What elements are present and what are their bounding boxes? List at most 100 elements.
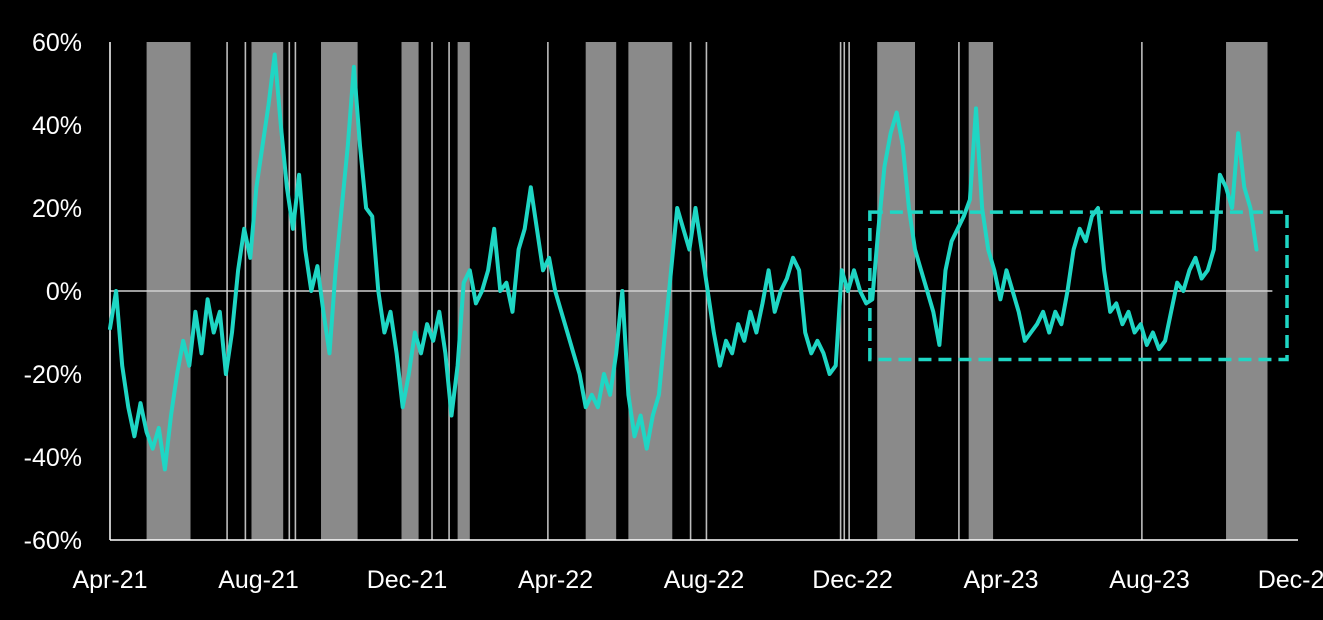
y-tick-label: 60% <box>32 29 82 57</box>
data-point <box>645 447 649 451</box>
data-point <box>370 214 374 218</box>
data-point <box>328 351 332 355</box>
data-point <box>315 264 319 268</box>
data-point <box>724 339 728 343</box>
data-point <box>187 364 191 368</box>
data-point <box>803 331 807 334</box>
data-point <box>809 351 813 355</box>
x-tick-label: Apr-22 <box>518 566 593 594</box>
data-point <box>212 331 216 334</box>
axes <box>109 42 1298 541</box>
data-point <box>937 343 941 347</box>
data-point <box>273 52 277 56</box>
data-point <box>883 165 887 168</box>
data-point <box>346 144 350 148</box>
data-point <box>1004 268 1008 272</box>
data-point <box>730 351 734 355</box>
y-tick-label: -60% <box>24 527 82 555</box>
data-point <box>224 372 228 376</box>
data-point <box>1175 281 1179 285</box>
data-point <box>236 268 240 272</box>
data-point <box>675 206 679 210</box>
x-tick-label: Dec-22 <box>812 566 893 594</box>
data-point <box>126 405 130 409</box>
data-point <box>1126 310 1130 314</box>
data-point <box>401 405 405 409</box>
data-point <box>736 322 740 326</box>
data-point <box>1047 331 1051 334</box>
data-point <box>565 331 569 334</box>
data-point <box>529 185 533 189</box>
data-point <box>523 227 527 231</box>
data-point <box>1084 239 1088 243</box>
data-point <box>279 123 283 127</box>
data-point <box>456 364 460 368</box>
data-point <box>1108 310 1112 314</box>
data-point <box>1206 268 1210 272</box>
y-tick-label: 40% <box>32 112 82 140</box>
x-tick-label: Aug-22 <box>664 566 745 594</box>
y-tick-labels: 60% 40% 20% 0% -20% -40% -60% <box>24 29 82 555</box>
data-point <box>791 256 795 260</box>
data-point <box>340 206 344 210</box>
data-point <box>541 268 545 272</box>
data-point <box>1224 185 1228 189</box>
x-tick-label: Apr-21 <box>72 566 147 594</box>
data-point <box>1041 310 1045 314</box>
data-point <box>858 289 862 293</box>
data-point <box>998 297 1002 301</box>
data-point <box>1236 131 1240 135</box>
highlight-box <box>868 210 1289 362</box>
data-point <box>1187 268 1191 272</box>
data-point <box>1078 227 1082 231</box>
data-point <box>157 426 161 430</box>
data-point <box>145 430 149 434</box>
data-point <box>413 331 417 334</box>
data-point <box>114 289 118 293</box>
data-point <box>1053 310 1057 314</box>
data-point <box>895 111 899 115</box>
data-point <box>968 198 972 202</box>
data-point <box>1029 331 1033 334</box>
data-point <box>657 393 661 397</box>
data-point <box>132 434 136 438</box>
data-point <box>395 351 399 355</box>
data-point <box>138 401 142 405</box>
data-point <box>1023 339 1027 343</box>
data-point <box>206 297 210 301</box>
data-point <box>846 289 850 293</box>
data-point <box>260 144 264 148</box>
data-point <box>108 326 112 330</box>
data-point <box>718 364 722 368</box>
x-tick-labels: Apr-21 Aug-21 Dec-21 Apr-22 Aug-22 Dec-22 Apr-… <box>72 566 1323 594</box>
data-point <box>1102 268 1106 272</box>
data-point <box>389 310 393 314</box>
data-point <box>517 248 521 251</box>
data-points <box>108 52 1259 471</box>
data-point <box>901 144 905 148</box>
data-point <box>1065 289 1069 293</box>
data-point <box>352 65 356 69</box>
x-tick-label: Dec-21 <box>367 566 448 594</box>
y-tick-label: 0% <box>46 278 82 306</box>
data-point <box>822 351 826 355</box>
data-point <box>242 227 246 231</box>
data-point <box>626 393 630 397</box>
data-point <box>559 310 563 314</box>
data-point <box>419 351 423 355</box>
data-point <box>468 268 472 272</box>
data-point <box>962 214 966 218</box>
data-point <box>358 144 362 148</box>
data-point <box>1151 331 1155 334</box>
data-point <box>1017 310 1021 314</box>
data-point <box>120 364 124 368</box>
data-point <box>486 268 490 272</box>
data-point <box>407 372 411 376</box>
data-point <box>571 351 575 355</box>
data-point <box>1194 256 1198 260</box>
data-point <box>1248 206 1252 210</box>
data-point <box>175 372 179 376</box>
y-tick-label: 20% <box>32 195 82 223</box>
data-point <box>553 289 557 293</box>
data-point <box>864 301 868 305</box>
